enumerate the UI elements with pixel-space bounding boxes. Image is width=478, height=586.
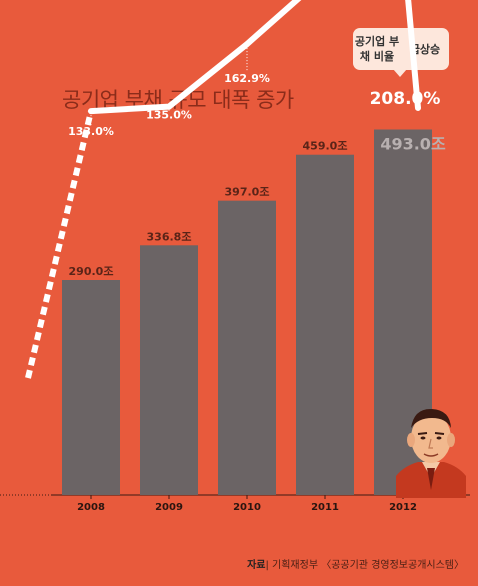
bar-value-label-2010: 397.0조 [225, 186, 270, 199]
line-value-label-2012: 208.0% [370, 89, 441, 109]
source-text: 기획재정부 〈공공기관 경영정보공개시스템〉 [272, 560, 464, 571]
bar-2010 [218, 200, 276, 495]
line-value-label-2010: 162.9% [224, 72, 270, 85]
callout-bubble: 공기업 부채 비율 급상승 [353, 28, 449, 77]
x-tick-label-2012: 2012 [389, 502, 417, 513]
bar-value-label-2008: 290.0조 [69, 265, 114, 278]
bar-2011 [296, 154, 354, 495]
x-tick-label-2009: 2009 [155, 502, 183, 513]
bar-value-label-2011: 459.0조 [303, 140, 348, 153]
callout-line-2: 급상승 [409, 42, 441, 56]
bar-2008 [62, 280, 120, 495]
line-value-label-2008: 133.0% [68, 125, 114, 138]
line-value-label-2009: 135.0% [146, 109, 192, 122]
official-portrait-icon [396, 408, 466, 498]
line-series [88, 0, 421, 115]
source-note: 자료| 기획재정부 〈공공기관 경영정보공개시스템〉 [247, 560, 464, 571]
callout-line-1: 공기업 부채 비율 [354, 35, 400, 63]
x-tick-label-2010: 2010 [233, 502, 261, 513]
bar-value-label-2009: 336.8조 [147, 230, 192, 243]
bar-value-label-2012: 493.0조 [380, 135, 446, 154]
bar-2009 [140, 245, 198, 495]
x-tick-label-2008: 2008 [77, 502, 105, 513]
line-value-label-2011: 193.7% [302, 0, 348, 2]
line-series-leadin [25, 110, 94, 379]
x-tick-label-2011: 2011 [311, 502, 339, 513]
source-prefix: 자료 [247, 560, 266, 571]
